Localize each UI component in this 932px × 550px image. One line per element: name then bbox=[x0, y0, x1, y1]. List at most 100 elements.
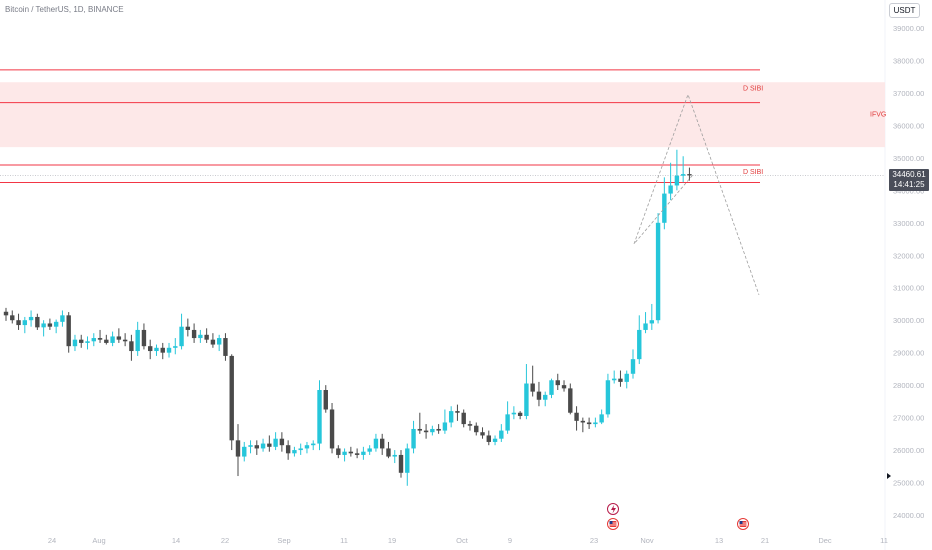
candle[interactable] bbox=[680, 174, 686, 176]
candle[interactable] bbox=[198, 334, 203, 339]
candle[interactable] bbox=[16, 320, 21, 326]
candle[interactable] bbox=[630, 359, 636, 374]
candle[interactable] bbox=[191, 329, 197, 339]
candle[interactable] bbox=[336, 448, 341, 455]
candle[interactable] bbox=[492, 438, 498, 442]
candle[interactable] bbox=[455, 411, 460, 413]
candle[interactable] bbox=[618, 378, 623, 382]
candle[interactable] bbox=[141, 329, 147, 347]
candle[interactable] bbox=[380, 438, 385, 449]
candle[interactable] bbox=[273, 438, 278, 447]
candle[interactable] bbox=[649, 320, 655, 324]
candle[interactable] bbox=[41, 323, 46, 328]
candle[interactable] bbox=[599, 414, 604, 423]
candle[interactable] bbox=[179, 326, 184, 347]
candle[interactable] bbox=[229, 355, 234, 441]
candle[interactable] bbox=[348, 451, 354, 454]
candle[interactable] bbox=[536, 391, 542, 400]
candle[interactable] bbox=[568, 388, 573, 413]
scroll-right-icon[interactable] bbox=[887, 473, 891, 479]
candle[interactable] bbox=[223, 338, 228, 356]
candle[interactable] bbox=[480, 432, 485, 436]
candle[interactable] bbox=[436, 428, 441, 431]
candle[interactable] bbox=[342, 451, 347, 455]
candle[interactable] bbox=[22, 320, 28, 326]
candle[interactable] bbox=[624, 373, 629, 382]
candle[interactable] bbox=[35, 316, 40, 328]
candle[interactable] bbox=[499, 430, 504, 439]
candle[interactable] bbox=[85, 341, 90, 343]
currency-selector-button[interactable]: USDT bbox=[889, 3, 920, 18]
candle[interactable] bbox=[292, 450, 297, 454]
candle[interactable] bbox=[511, 412, 517, 415]
candle[interactable] bbox=[66, 315, 71, 347]
candle[interactable] bbox=[555, 380, 560, 386]
candle[interactable] bbox=[392, 454, 397, 457]
candle[interactable] bbox=[267, 443, 272, 447]
candle[interactable] bbox=[373, 438, 379, 449]
candle[interactable] bbox=[317, 390, 322, 444]
ifvg-zone[interactable] bbox=[0, 82, 885, 148]
candle[interactable] bbox=[279, 438, 285, 446]
candle[interactable] bbox=[173, 346, 178, 348]
candle[interactable] bbox=[204, 334, 209, 340]
candle[interactable] bbox=[386, 448, 391, 457]
candle[interactable] bbox=[486, 435, 491, 442]
candle[interactable] bbox=[580, 420, 586, 423]
candle[interactable] bbox=[28, 316, 34, 321]
candle[interactable] bbox=[662, 193, 667, 223]
candle[interactable] bbox=[361, 451, 366, 455]
candle[interactable] bbox=[216, 338, 222, 345]
candle[interactable] bbox=[467, 424, 473, 426]
candle[interactable] bbox=[260, 443, 266, 449]
candle[interactable] bbox=[3, 311, 9, 316]
candle[interactable] bbox=[354, 453, 360, 455]
candle[interactable] bbox=[329, 409, 335, 449]
candle[interactable] bbox=[398, 454, 404, 473]
candle[interactable] bbox=[129, 341, 134, 352]
candle[interactable] bbox=[154, 347, 159, 352]
candle[interactable] bbox=[97, 338, 103, 340]
candle[interactable] bbox=[442, 422, 448, 431]
projection-path[interactable] bbox=[633, 93, 760, 296]
candle[interactable] bbox=[10, 315, 15, 321]
candle[interactable] bbox=[148, 346, 153, 352]
candle[interactable] bbox=[104, 339, 109, 343]
candle[interactable] bbox=[367, 448, 372, 452]
candle[interactable] bbox=[79, 339, 84, 343]
candle[interactable] bbox=[60, 315, 65, 322]
candle[interactable] bbox=[122, 339, 128, 342]
candle[interactable] bbox=[72, 339, 78, 347]
candle[interactable] bbox=[474, 425, 479, 433]
candle[interactable] bbox=[549, 380, 554, 395]
candle[interactable] bbox=[586, 422, 592, 425]
candle[interactable] bbox=[110, 336, 115, 343]
candle[interactable] bbox=[674, 175, 680, 186]
candle[interactable] bbox=[135, 329, 140, 352]
candle[interactable] bbox=[91, 338, 96, 342]
candle[interactable] bbox=[448, 411, 454, 423]
candle[interactable] bbox=[605, 380, 611, 415]
candle[interactable] bbox=[524, 383, 529, 416]
candle[interactable] bbox=[298, 448, 303, 451]
candle[interactable] bbox=[166, 347, 172, 353]
candle[interactable] bbox=[637, 329, 642, 360]
candle[interactable] bbox=[687, 174, 692, 176]
candle[interactable] bbox=[311, 443, 316, 446]
candle[interactable] bbox=[530, 383, 535, 392]
candle[interactable] bbox=[242, 446, 247, 457]
candle[interactable] bbox=[655, 222, 661, 321]
candle[interactable] bbox=[254, 445, 259, 449]
candle[interactable] bbox=[668, 185, 673, 194]
candle[interactable] bbox=[185, 326, 191, 330]
candle[interactable] bbox=[405, 448, 410, 473]
candle[interactable] bbox=[285, 445, 291, 454]
candle[interactable] bbox=[505, 414, 510, 431]
candle[interactable] bbox=[561, 385, 567, 389]
candle[interactable] bbox=[53, 321, 59, 327]
candle[interactable] bbox=[411, 428, 416, 449]
candle[interactable] bbox=[543, 394, 548, 400]
candle[interactable] bbox=[517, 412, 523, 416]
candle[interactable] bbox=[574, 412, 579, 421]
